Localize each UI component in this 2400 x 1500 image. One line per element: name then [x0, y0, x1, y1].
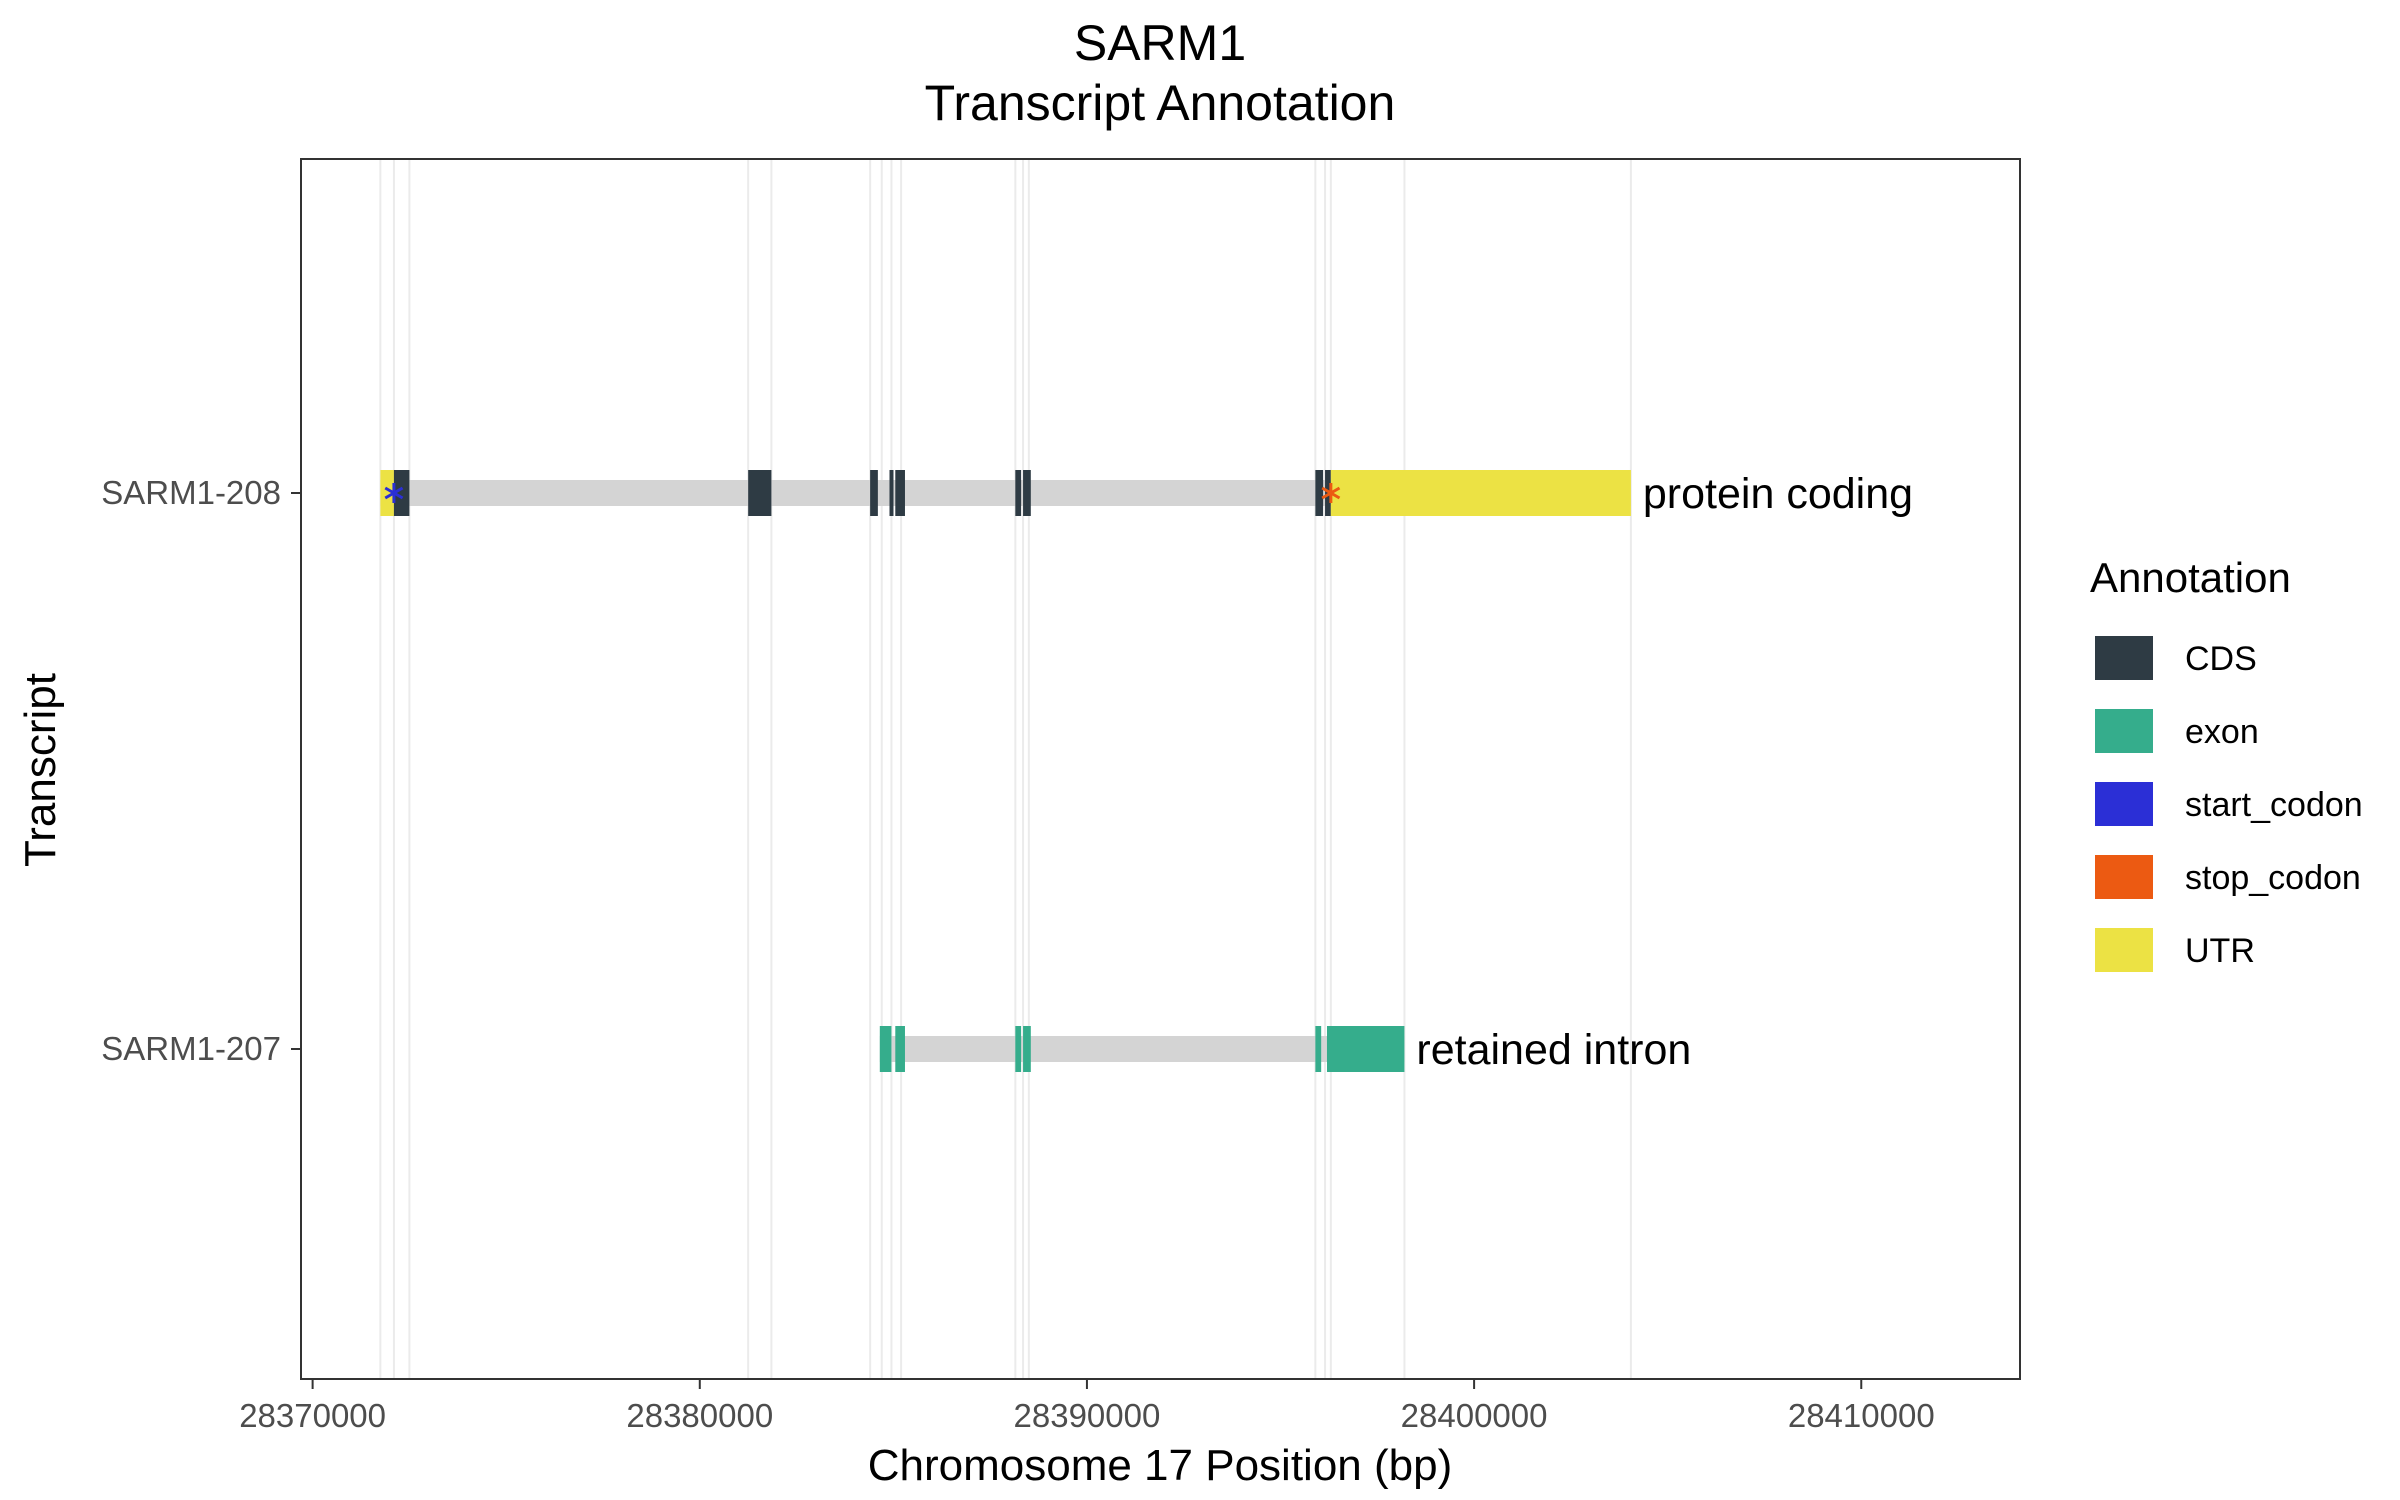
- exon-block: [1315, 1026, 1322, 1072]
- cds-block: [889, 470, 894, 516]
- legend-title: Annotation: [2090, 554, 2291, 601]
- exon-block: [1023, 1026, 1031, 1072]
- grid-lines: [379, 159, 1632, 1379]
- y-tick-label: SARM1-208: [101, 474, 281, 511]
- legend-swatch: [2095, 782, 2153, 826]
- codon-markers: [384, 483, 1341, 503]
- biotype-label: protein coding: [1643, 470, 1913, 518]
- y-tick-label: SARM1-207: [101, 1030, 281, 1067]
- cds-block: [393, 470, 410, 516]
- legend: Annotation CDS exon start_codon stop_codon U…: [2090, 554, 2363, 972]
- x-tick-label: 28390000: [1014, 1397, 1161, 1434]
- biotype-label: retained intron: [1416, 1026, 1691, 1074]
- legend-label: exon: [2185, 713, 2259, 751]
- exon-block: [895, 1026, 905, 1072]
- cds-block: [895, 470, 905, 516]
- exon-block: [1015, 1026, 1022, 1072]
- utr-block: [380, 470, 394, 516]
- x-axis: 28370000 28380000 28390000 28400000 28410000: [239, 1379, 1935, 1434]
- cds-block: [870, 470, 878, 516]
- y-axis-title: Transcript: [16, 673, 65, 867]
- x-tick-label: 28380000: [626, 1397, 773, 1434]
- plot-panel-border: [300, 158, 2021, 1380]
- legend-swatch: [2095, 928, 2153, 972]
- cds-block: [1023, 470, 1031, 516]
- biotype-labels: protein coding retained intron: [1416, 470, 1913, 1074]
- legend-swatch: [2095, 636, 2153, 680]
- legend-swatch: [2095, 855, 2153, 899]
- legend-label: UTR: [2185, 932, 2255, 970]
- intron-lines: [380, 480, 1631, 1062]
- utr-block: [1330, 470, 1631, 516]
- x-tick-label: 28400000: [1401, 1397, 1548, 1434]
- start-codon-marker: [384, 483, 404, 503]
- x-tick-label: 28370000: [239, 1397, 386, 1434]
- x-axis-title: Chromosome 17 Position (bp): [868, 1441, 1452, 1490]
- y-axis: SARM1-208 SARM1-207: [101, 474, 301, 1067]
- cds-block: [748, 470, 772, 516]
- feature-blocks: [380, 470, 1631, 1072]
- legend-label: start_codon: [2185, 786, 2363, 824]
- exon-block: [1326, 1026, 1405, 1072]
- x-tick-label: 28410000: [1788, 1397, 1935, 1434]
- stop-codon-marker: [1321, 483, 1341, 503]
- legend-swatch: [2095, 709, 2153, 753]
- legend-label: CDS: [2185, 640, 2257, 678]
- chart-subtitle: Transcript Annotation: [925, 75, 1396, 131]
- cds-block: [1315, 470, 1324, 516]
- cds-block: [1015, 470, 1022, 516]
- chart-title: SARM1: [1074, 15, 1246, 71]
- legend-label: stop_codon: [2185, 859, 2361, 897]
- exon-block: [879, 1026, 892, 1072]
